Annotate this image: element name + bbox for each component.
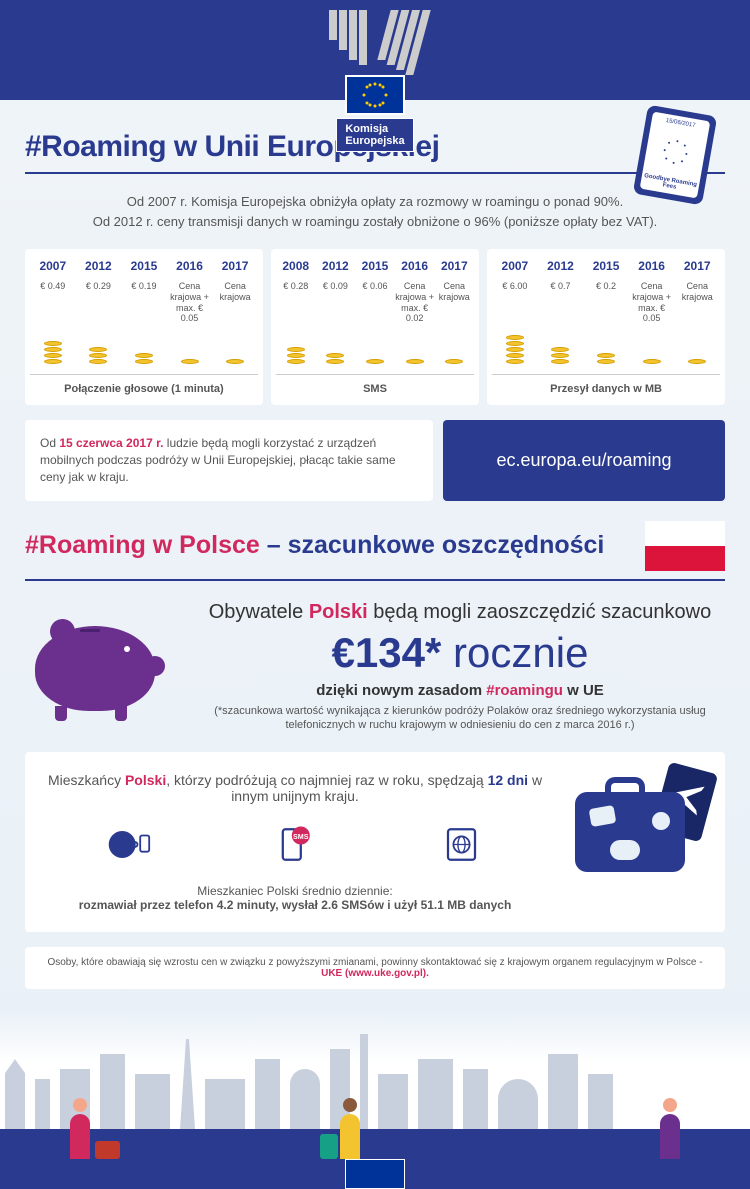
intro-line1: Od 2007 r. Komisja Europejska obniżyła o… [25,192,725,212]
price: Cena krajowa [674,281,720,303]
savings-l1-pre: Obywatele [209,601,309,623]
polish-flag-icon [645,521,725,571]
intro-line2: Od 2012 r. ceny transmisji danych w roam… [25,212,725,232]
year: 2017 [674,259,720,273]
travel-l2: Mieszkaniec Polski średnio dziennie: [45,884,545,898]
year: 2012 [538,259,584,273]
data-icon [437,819,487,869]
disclaimer-box: Osoby, które obawiają się wzrostu cen w … [25,947,725,989]
disclaimer-org: UKE (www.uke.gov.pl). [321,968,429,979]
year: 2015 [355,259,395,273]
org-name-2: Europejska [345,135,404,147]
price: € 6.00 [492,281,538,292]
disclaimer-text: Osoby, które obawiają się wzrostu cen w … [47,957,702,968]
coins-row [492,334,720,364]
intro-text: Od 2007 r. Komisja Europejska obniżyła o… [25,192,725,231]
info-url-box[interactable]: ec.europa.eu/roaming [443,420,725,500]
piggy-bank-icon [25,611,165,721]
price: € 0.06 [355,281,395,292]
price: € 0.49 [30,281,76,292]
price: € 0.2 [583,281,629,292]
savings-l2-post: w UE [563,682,604,699]
coins-row [30,334,258,364]
data-table: 2007 2012 2015 2016 2017 € 6.00 € 0.7 € … [487,249,725,405]
year: 2008 [276,259,316,273]
price: Cena krajowa + max. € 0.05 [629,281,675,324]
sms-table: 2008 2012 2015 2016 2017 € 0.28 € 0.09 €… [271,249,479,405]
year: 2016 [395,259,435,273]
travel-text: Mieszkańcy Polski, którzy podróżują co n… [45,772,545,912]
table-caption: SMS [276,374,474,395]
phone-text: Goodbye Roaming Fees [642,173,697,194]
phone-date: 15/06/2017 [665,118,696,129]
price: Cena krajowa [434,281,474,303]
travel-l3: rozmawiał przez telefon 4.2 minuty, wysł… [45,898,545,912]
org-name-1: Komisja [345,123,404,135]
skyline-footer [0,1009,750,1189]
savings-amount: €134* rocznie [195,629,725,677]
top-banner: Komisja Europejska [0,0,750,100]
savings-l2-tag: #roamingu [486,682,563,699]
info-date: 15 czerwca 2017 r. [59,436,163,450]
pricing-tables: 2007 2012 2015 2016 2017 € 0.49 € 0.29 €… [25,249,725,405]
year: 2012 [316,259,356,273]
savings-l1-country: Polski [309,601,368,623]
year: 2007 [492,259,538,273]
info-prefix: Od [40,436,59,450]
table-caption: Połączenie głosowe (1 minuta) [30,374,258,395]
year: 2017 [212,259,258,273]
price: € 0.28 [276,281,316,292]
price: Cena krajowa + max. € 0.02 [395,281,435,324]
year: 2017 [434,259,474,273]
section2-title: #Roaming w Polsce [25,531,260,559]
info-url: ec.europa.eu/roaming [496,448,671,473]
sms-icon: SMS [270,819,320,869]
year: 2015 [121,259,167,273]
person-icon [660,1098,680,1159]
savings-footnote: (*szacunkowa wartość wynikająca z kierun… [195,704,725,733]
suitcase-icon [575,772,705,872]
savings-l2-pre: dzięki nowym zasadom [316,682,486,699]
price: € 0.09 [316,281,356,292]
travel-l1-mid: , którzy podróżują co najmniej raz w rok… [166,772,487,788]
price: € 0.7 [538,281,584,292]
eu-flag-icon [345,75,405,115]
travel-icons: SMS [45,819,545,869]
svg-text:SMS: SMS [293,832,309,841]
logo-building-icon [329,10,422,75]
section2-title-row: #Roaming w Polsce – szacunkowe oszczędno… [25,521,725,581]
call-icon [103,819,153,869]
info-row: Od 15 czerwca 2017 r. ludzie będą mogli … [25,420,725,500]
year: 2007 [30,259,76,273]
year: 2012 [76,259,122,273]
buildings-icon [0,1029,750,1129]
savings-row: Obywatele Polski będą mogli zaoszczędzić… [25,601,725,733]
savings-text: Obywatele Polski będą mogli zaoszczędzić… [195,601,725,733]
savings-l1-post: będą mogli zaoszczędzić szacunkowo [368,601,712,623]
price: Cena krajowa + max. € 0.05 [167,281,213,324]
person-icon [340,1098,360,1159]
price: € 0.19 [121,281,167,292]
section2-subtitle: – szacunkowe oszczędności [260,531,605,559]
year: 2016 [629,259,675,273]
amount-suffix: rocznie [441,629,588,676]
travel-l1-country: Polski [125,772,166,788]
year: 2016 [167,259,213,273]
travel-l1-pre: Mieszkańcy [48,772,125,788]
person-icon [70,1098,90,1159]
amount-num: €134* [332,629,442,676]
info-text-box: Od 15 czerwca 2017 r. ludzie będą mogli … [25,420,433,500]
year: 2015 [583,259,629,273]
price: € 0.29 [76,281,122,292]
eu-flag-footer-icon [345,1159,405,1189]
ec-logo: Komisja Europejska [329,10,422,152]
coins-row [276,334,474,364]
voice-table: 2007 2012 2015 2016 2017 € 0.49 € 0.29 €… [25,249,263,405]
travel-box: Mieszkańcy Polski, którzy podróżują co n… [25,752,725,932]
travel-l1-days: 12 dni [488,772,528,788]
table-caption: Przesył danych w MB [492,374,720,395]
ec-label: Komisja Europejska [336,118,413,152]
price: Cena krajowa [212,281,258,303]
